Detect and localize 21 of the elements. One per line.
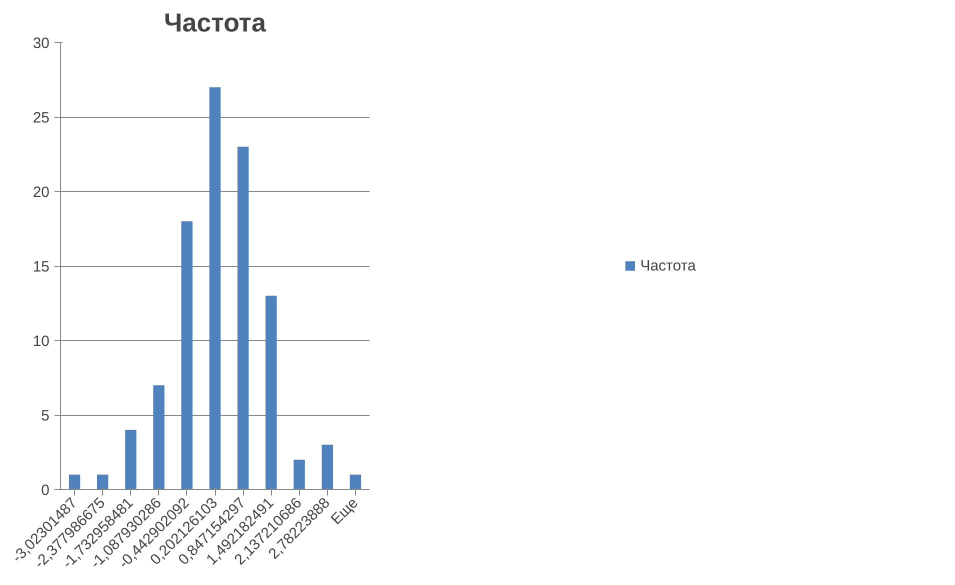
bar — [153, 385, 164, 490]
bar — [68, 474, 80, 490]
bar — [97, 474, 108, 490]
legend-label: Частота — [640, 257, 696, 274]
y-tick-label: 0 — [41, 482, 50, 499]
bar — [322, 444, 333, 490]
chart-title: Частота — [164, 8, 267, 38]
bar — [125, 430, 136, 490]
bar — [350, 474, 362, 490]
bar — [294, 460, 305, 490]
y-tick-label: 20 — [32, 184, 50, 201]
bar — [266, 296, 277, 490]
y-tick-label: 5 — [41, 408, 50, 424]
bar — [209, 87, 221, 490]
y-tick-label: 10 — [32, 333, 50, 350]
y-tick-label: 25 — [32, 110, 50, 126]
bar — [181, 221, 193, 490]
y-tick-label: 15 — [32, 258, 50, 276]
y-tick-label: 30 — [32, 35, 50, 52]
bar — [237, 146, 249, 490]
x-tick-label: Еще — [328, 494, 362, 528]
